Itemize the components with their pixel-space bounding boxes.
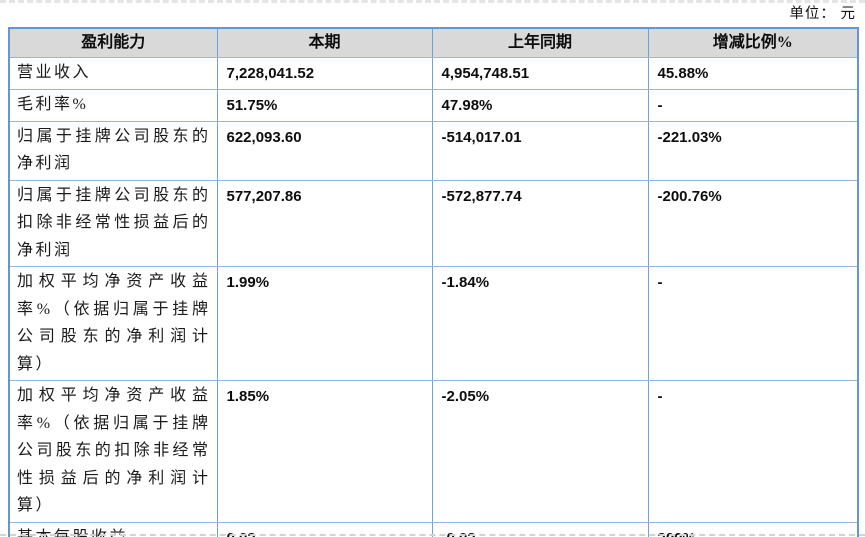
metric-label-cell: 加权平均净资产收益率%（依据归属于挂牌公司股东的净利润计算） — [8, 266, 218, 381]
section-title-header: 盈利能力 — [8, 27, 218, 58]
value-cell: 4,954,748.51 — [431, 56, 649, 90]
value-cell: -2.05% — [431, 380, 649, 523]
value-cell: 47.98% — [431, 88, 649, 122]
value-cell: -200.76% — [647, 179, 859, 267]
table-row: 归属于挂牌公司股东的净利润 622,093.60 -514,017.01 -221.0… — [8, 120, 859, 181]
financial-summary-table: 盈利能力 本期 上年同期 增减比例% 营业收入 7,228,041.52 4,954,748… — [8, 27, 859, 537]
column-header: 上年同期 — [431, 27, 649, 58]
page-top-dashed-line — [0, 0, 865, 3]
value-cell: 51.75% — [216, 88, 433, 122]
column-header: 本期 — [216, 27, 433, 58]
page-bottom-dashed-line — [0, 534, 865, 536]
value-cell: 45.88% — [647, 56, 859, 90]
value-cell: - — [647, 266, 859, 381]
value-cell: 1.85% — [216, 380, 433, 523]
table-row: 基本每股收益0.02-0.02200% — [8, 521, 859, 537]
value-cell: -572,877.74 — [431, 179, 649, 267]
value-cell: - — [647, 380, 859, 523]
metric-label-cell: 营业收入 — [8, 56, 218, 90]
value-cell: 7,228,041.52 — [216, 56, 433, 90]
table-row: 归属于挂牌公司股东的扣除非经常性损益后的净利润 577,207.86 -572,87… — [8, 179, 859, 267]
table-row: 加权平均净资产收益率%（依据归属于挂牌公司股东的扣除非经常性损益后的净利润计算）… — [8, 380, 859, 523]
metric-label-cell: 归属于挂牌公司股东的扣除非经常性损益后的净利润 — [8, 179, 218, 267]
column-header: 增减比例% — [647, 27, 859, 58]
unit-label: 单位： 元 — [789, 6, 856, 22]
table-row: 营业收入 7,228,041.52 4,954,748.51 45.88% — [8, 56, 859, 90]
value-cell: -221.03% — [647, 120, 859, 181]
section-header-row: 盈利能力 本期 上年同期 增减比例% — [8, 27, 859, 58]
table-row: 加权平均净资产收益率%（依据归属于挂牌公司股东的净利润计算） 1.99% -1.84… — [8, 266, 859, 381]
value-cell: 200% — [647, 521, 859, 537]
value-cell: 1.99% — [216, 266, 433, 381]
metric-label-cell: 毛利率% — [8, 88, 218, 122]
value-cell: -514,017.01 — [431, 120, 649, 181]
table-row: 毛利率% 51.75% 47.98% - — [8, 88, 859, 122]
metric-label-cell: 归属于挂牌公司股东的净利润 — [8, 120, 218, 181]
value-cell: 622,093.60 — [216, 120, 433, 181]
value-cell: 577,207.86 — [216, 179, 433, 267]
value-cell: - — [647, 88, 859, 122]
value-cell: -1.84% — [431, 266, 649, 381]
metric-label-cell: 加权平均净资产收益率%（依据归属于挂牌公司股东的扣除非经常性损益后的净利润计算） — [8, 380, 218, 523]
